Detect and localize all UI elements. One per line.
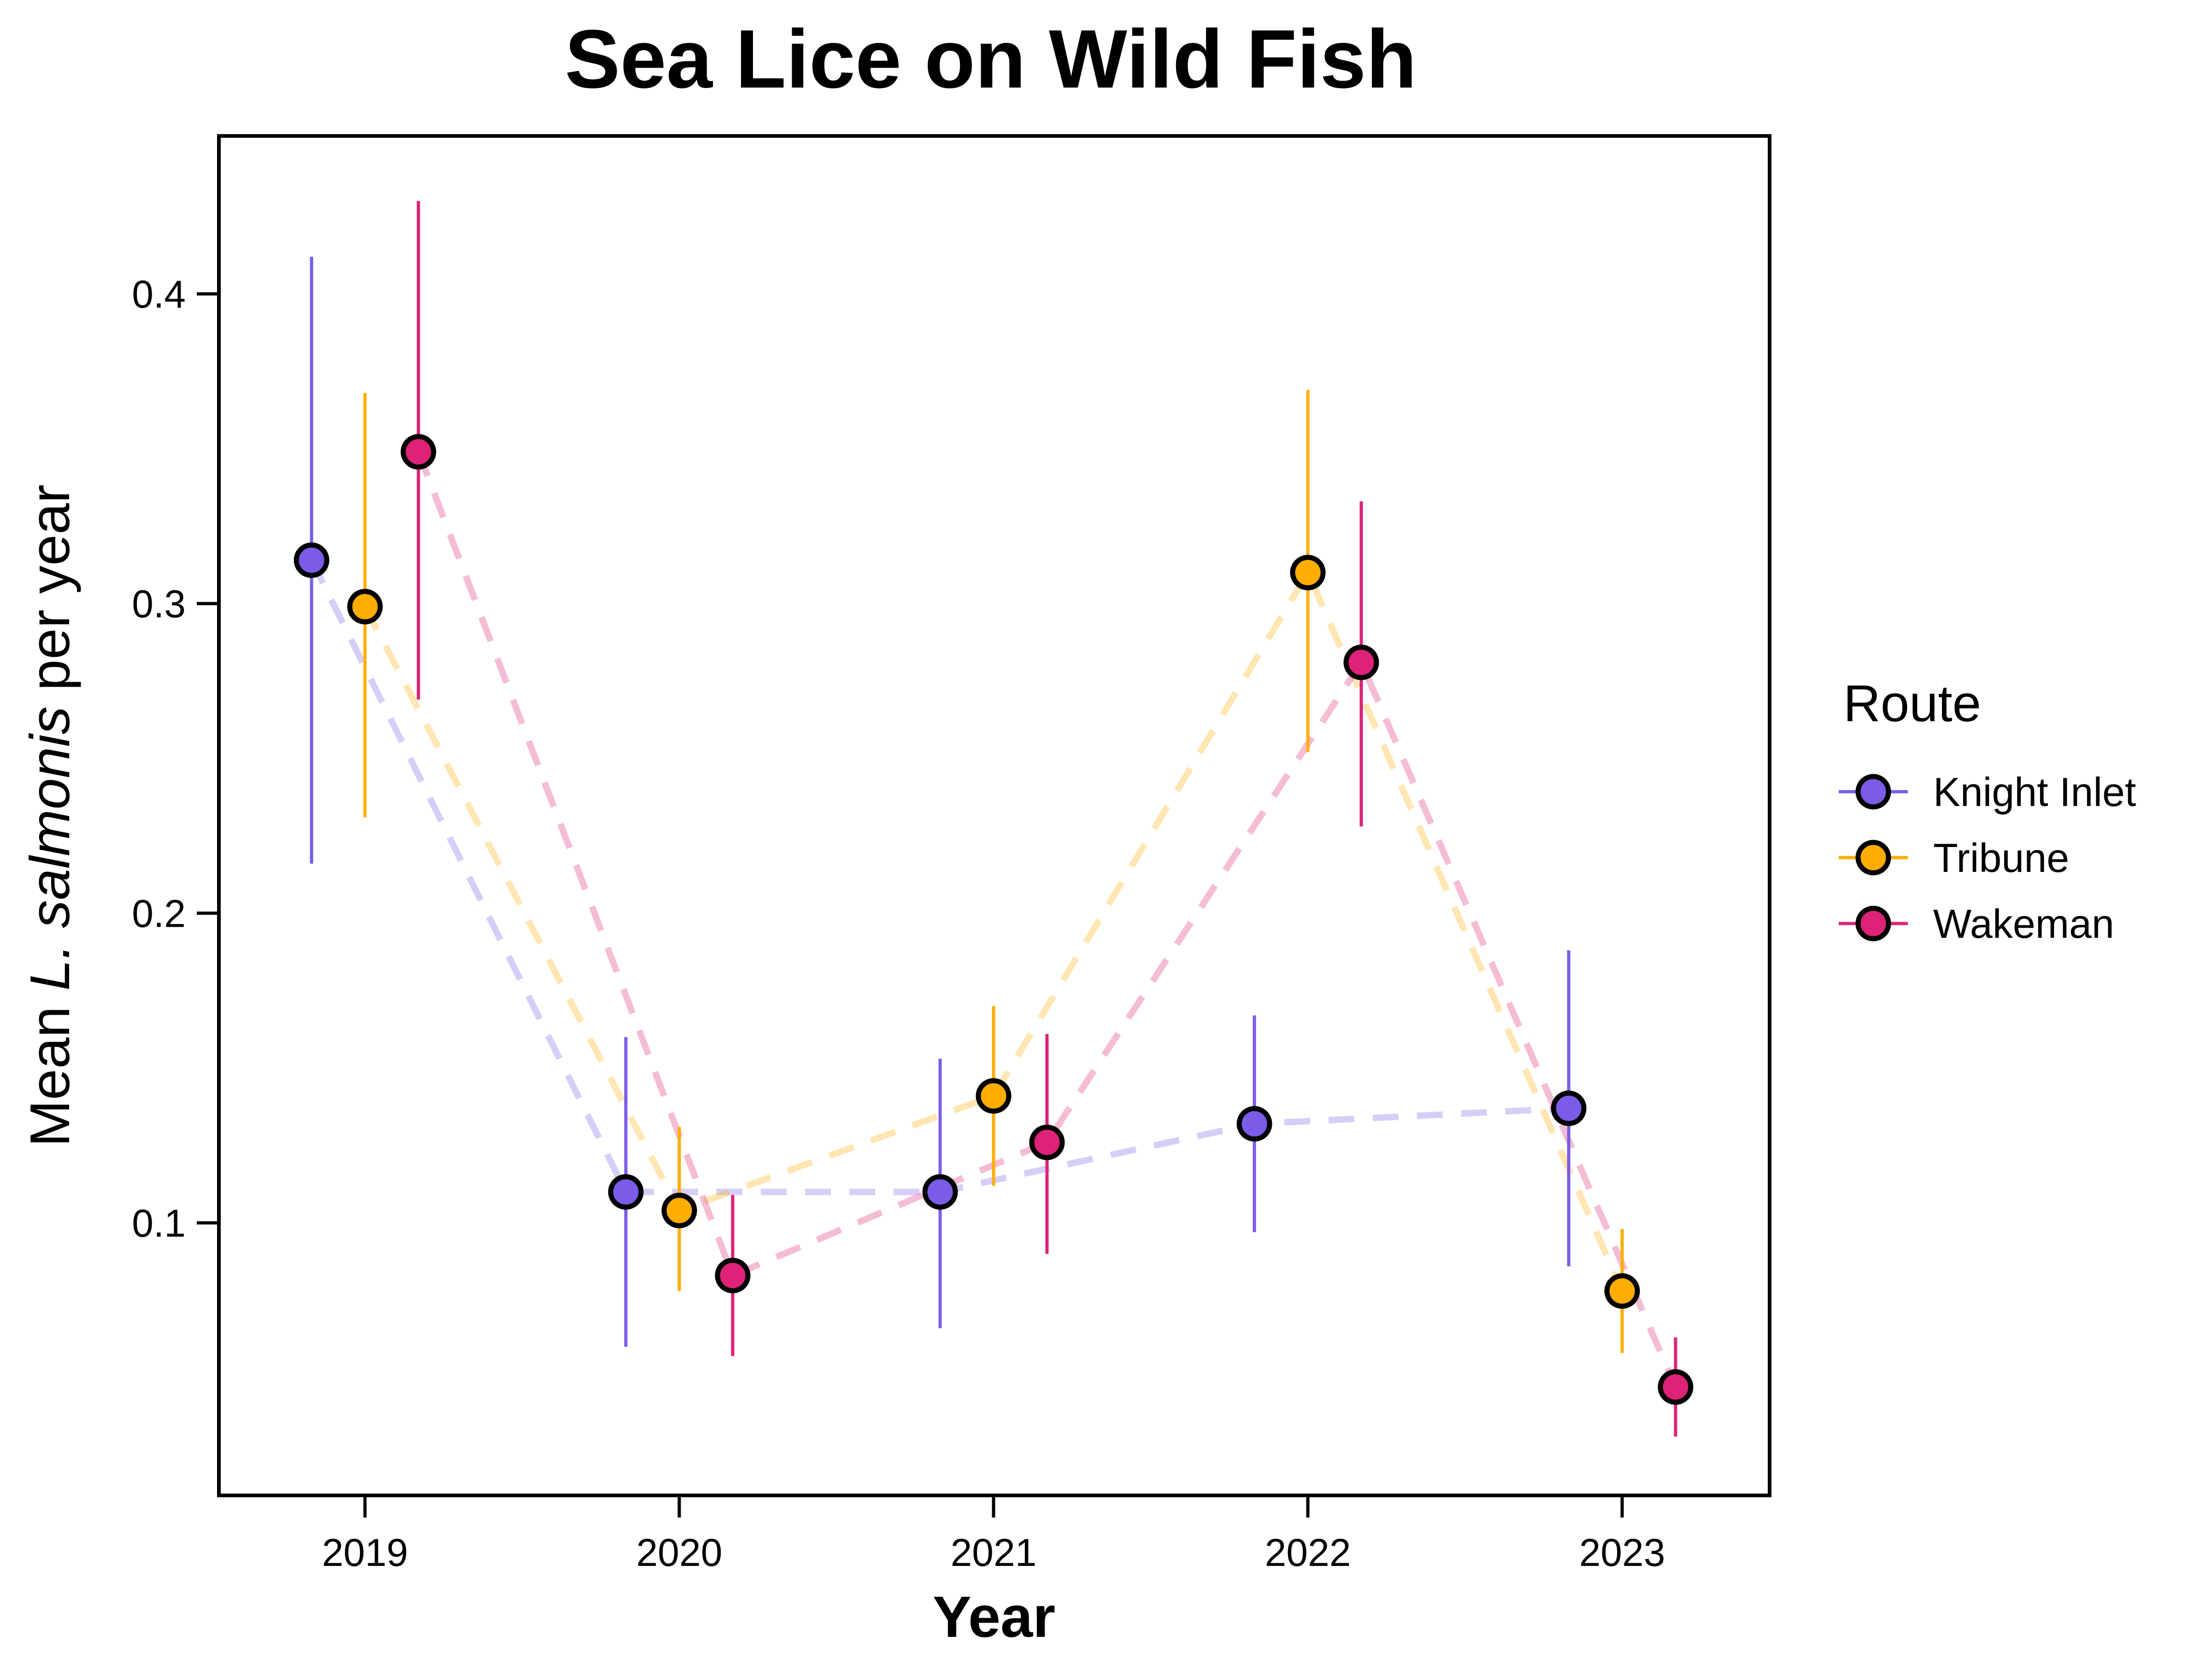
- x-tick-label: 2019: [322, 1531, 408, 1574]
- y-axis-title: Mean L. salmonis per year: [18, 484, 81, 1147]
- y-tick-label: 0.1: [132, 1202, 186, 1245]
- y-tick-label: 0.4: [132, 273, 186, 316]
- data-point: [1236, 1106, 1272, 1142]
- legend-label: Tribune: [1933, 835, 2069, 881]
- data-point: [1029, 1124, 1065, 1160]
- plot-frame: [217, 134, 1771, 1497]
- x-tick-label: 2023: [1579, 1531, 1665, 1574]
- legend-marker: [1855, 906, 1891, 941]
- legend-label: Knight Inlet: [1933, 769, 2136, 815]
- legend-marker: [1855, 840, 1891, 876]
- data-point: [976, 1078, 1012, 1114]
- x-axis: 2019 2020 2021 2022 2023: [322, 1495, 1665, 1574]
- y-axis-title-species: L. salmonis: [18, 706, 81, 991]
- x-tick-label: 2022: [1265, 1531, 1351, 1574]
- data-point: [1290, 554, 1326, 590]
- data-point: [715, 1258, 751, 1294]
- x-tick-label: 2021: [951, 1531, 1037, 1574]
- y-axis: 0.1 0.2 0.3 0.4: [132, 273, 219, 1245]
- legend-title: Route: [1843, 675, 1981, 732]
- x-axis-title: Year: [933, 1584, 1055, 1649]
- data-point: [1658, 1369, 1694, 1405]
- data-point: [661, 1193, 697, 1229]
- data-point: [400, 434, 436, 470]
- data-point: [608, 1174, 644, 1210]
- data-point: [1604, 1273, 1640, 1309]
- data-point: [347, 588, 383, 624]
- plot-area: [294, 201, 1694, 1437]
- data-point: [1551, 1090, 1587, 1126]
- data-point: [294, 542, 329, 578]
- y-axis-title-part-1: Mean: [18, 991, 81, 1147]
- legend: Route Knight Inlet Tribune Wakeman: [1839, 675, 2136, 947]
- series-line: [415, 450, 1679, 1388]
- chart-title: Sea Lice on Wild Fish: [565, 13, 1417, 106]
- x-tick-label: 2020: [636, 1531, 723, 1574]
- y-tick-label: 0.3: [132, 582, 186, 626]
- data-point: [922, 1174, 958, 1210]
- legend-label: Wakeman: [1933, 901, 2114, 947]
- series-line: [362, 569, 1625, 1293]
- y-axis-title-part-3: per year: [18, 484, 81, 706]
- y-tick-label: 0.2: [132, 892, 186, 935]
- data-point: [1343, 644, 1379, 680]
- legend-marker: [1855, 774, 1891, 810]
